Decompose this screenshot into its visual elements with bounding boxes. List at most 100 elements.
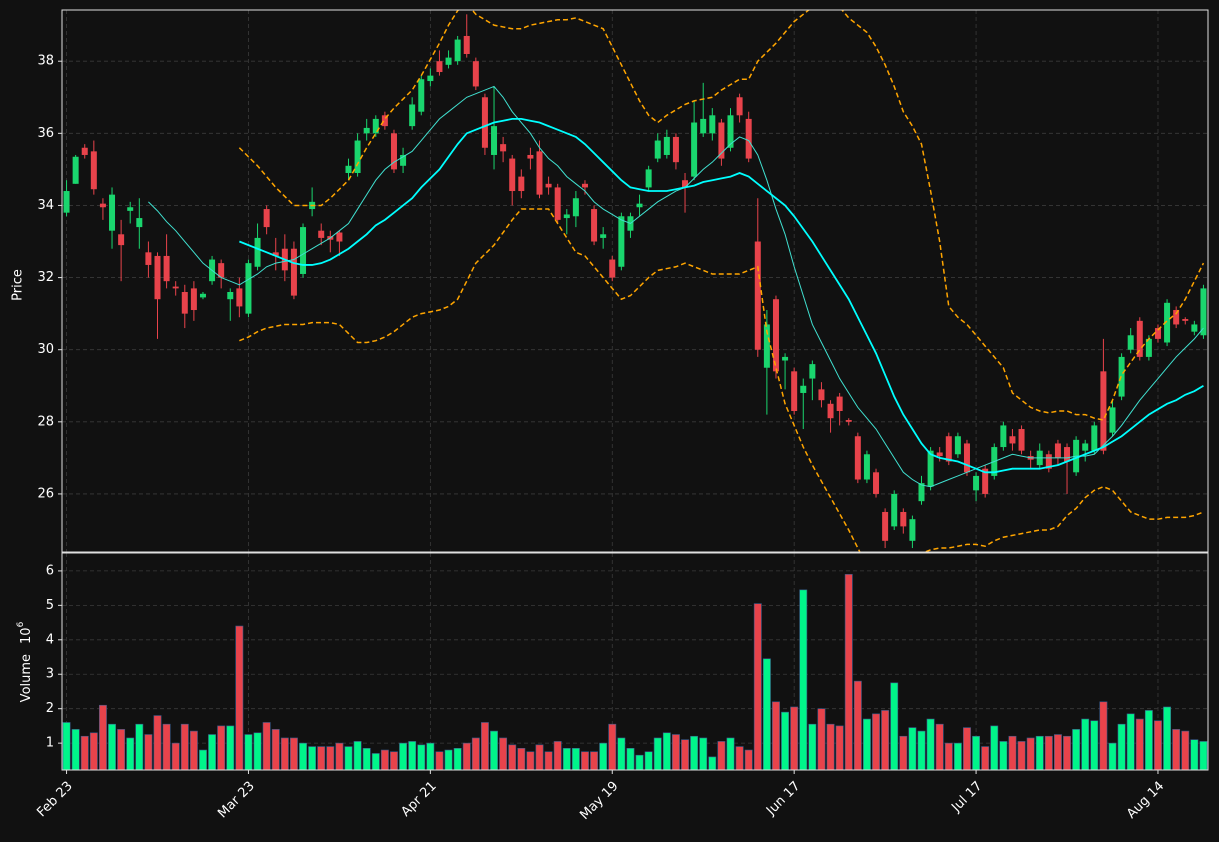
volume-bar: [908, 727, 917, 770]
volume-bar: [326, 746, 335, 770]
volume-bar: [753, 603, 762, 770]
volume-bar: [963, 727, 971, 770]
candle-body: [845, 420, 852, 422]
candle-body: [727, 115, 734, 148]
y-tick-label: 1: [46, 736, 54, 751]
volume-bar: [799, 589, 808, 770]
volume-bar: [462, 742, 471, 770]
indicator-line: [239, 208, 1204, 552]
volume-bar: [480, 722, 489, 770]
volume-bar: [699, 737, 708, 770]
candle-body: [818, 389, 825, 401]
candle-body: [1000, 425, 1007, 448]
volume-bar: [244, 734, 253, 770]
candle-body: [436, 61, 443, 73]
volume-bar: [1190, 739, 1199, 770]
candle-body: [1054, 443, 1061, 458]
volume-bar: [435, 751, 444, 770]
candle-body: [736, 97, 743, 116]
candle-body: [90, 151, 97, 190]
candle-body: [1154, 328, 1161, 339]
volume-bar: [1099, 701, 1108, 770]
y-tick-label: 3: [46, 667, 54, 682]
volume-bar: [1181, 730, 1190, 770]
candle-body: [663, 136, 670, 155]
candle-body: [909, 519, 916, 541]
candle-body: [72, 156, 79, 184]
candle-body: [400, 154, 407, 166]
candle-body: [1018, 429, 1025, 451]
candle-body: [636, 203, 643, 208]
volume-bar: [253, 732, 262, 770]
candle-body: [254, 237, 261, 267]
volume-bar: [89, 732, 98, 770]
volume-bar: [581, 751, 589, 770]
volume-bar: [1008, 735, 1017, 770]
volume-bar: [144, 734, 153, 770]
candle-body: [672, 136, 679, 163]
volume-bar: [690, 735, 699, 770]
offset-base: 10: [19, 627, 34, 644]
volume-bar: [735, 746, 744, 770]
candle-body: [1045, 454, 1052, 469]
candle-body: [227, 291, 234, 300]
volume-bar: [490, 730, 498, 770]
volume-bar: [1199, 741, 1208, 770]
volume-bar: [426, 742, 435, 770]
candle-body: [700, 118, 707, 134]
volume-bar: [826, 723, 835, 770]
volume-bar: [299, 742, 307, 770]
y-tick-label: 6: [46, 563, 54, 578]
volume-bar: [781, 711, 790, 770]
candle-body: [836, 396, 843, 412]
candle-body: [418, 79, 425, 112]
candle-body: [591, 209, 598, 242]
volume-bar: [280, 737, 289, 770]
indicator-line: [238, 10, 1205, 421]
volume-bar: [517, 747, 526, 770]
candle-body: [1109, 407, 1116, 433]
candle-body: [827, 403, 834, 419]
candle-body: [236, 288, 243, 307]
candle-body: [181, 291, 188, 314]
volume-frame: [61, 552, 1209, 771]
volume-bar: [1163, 706, 1172, 770]
volume-bar: [317, 746, 326, 770]
volume-bar: [1135, 718, 1144, 770]
candle-body: [782, 356, 789, 361]
volume-bar: [535, 744, 544, 770]
candle-body: [1191, 324, 1198, 332]
candle-body: [1164, 302, 1171, 343]
volume-bar: [999, 741, 1008, 770]
volume-bar: [644, 751, 653, 770]
volume-bar: [1154, 720, 1162, 770]
volume-bar: [1090, 720, 1099, 770]
y-tick-label: 26: [37, 486, 54, 501]
candle-body: [536, 151, 543, 195]
volume-bar: [98, 704, 107, 770]
volume-bar: [344, 746, 353, 770]
candle-body: [809, 364, 816, 379]
volume-bar: [590, 751, 599, 770]
candle-body: [290, 248, 297, 296]
candle-body: [873, 472, 880, 494]
candle-body: [354, 140, 361, 173]
candle-body: [99, 203, 106, 208]
volume-bar: [744, 749, 753, 770]
candle-body: [390, 133, 397, 170]
volume-bar: [972, 735, 981, 770]
volume-bar: [80, 735, 89, 770]
indicator-line: [239, 118, 1204, 474]
volume-bar: [1072, 729, 1081, 770]
volume-bar: [917, 730, 926, 770]
candle-body: [190, 288, 197, 311]
volume-bar: [189, 730, 198, 770]
candle-body: [363, 127, 370, 134]
candle-body: [118, 234, 125, 246]
candle-body: [1145, 338, 1152, 357]
volume-bar: [717, 741, 726, 770]
volume-bar: [1126, 713, 1135, 770]
volume-bar: [226, 725, 235, 770]
y-tick-label: 4: [46, 632, 54, 647]
candle-body: [609, 259, 616, 278]
